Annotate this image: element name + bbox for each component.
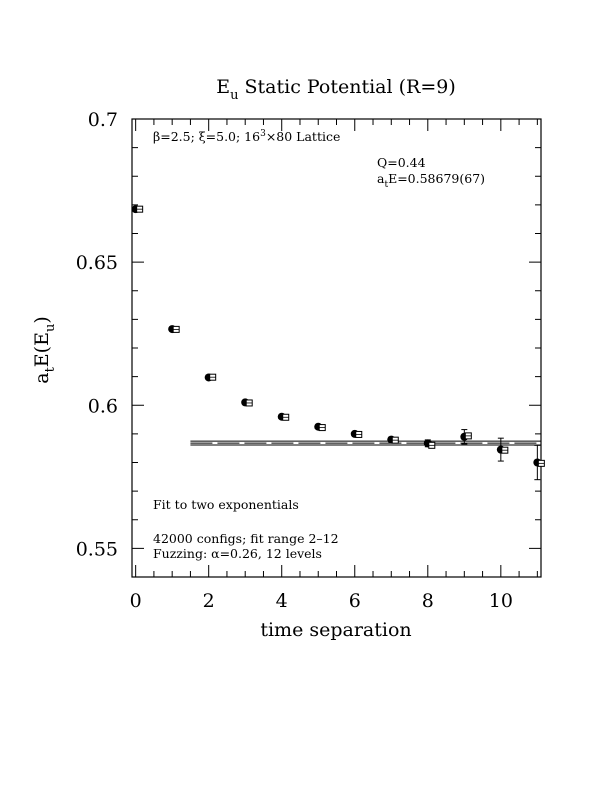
configs-annotation: 42000 configs; fit range 2–12	[153, 531, 339, 546]
x-tick-label: 0	[130, 590, 142, 612]
x-tick-label: 6	[349, 590, 361, 612]
x-tick-label: 2	[203, 590, 215, 612]
y-tick-label: 0.65	[76, 252, 118, 274]
y-tick-label: 0.7	[88, 109, 118, 131]
fit-description: Fit to two exponentials	[153, 497, 299, 512]
fuzzing-annotation: Fuzzing: α=0.26, 12 levels	[153, 546, 322, 561]
fit-band	[190, 440, 541, 446]
data-marks	[131, 205, 545, 481]
chart-title: Eu Static Potential (R=9)	[216, 76, 456, 103]
y-tick-label: 0.55	[76, 538, 118, 560]
y-axis-label: atE(Eu)	[31, 316, 58, 384]
y-tick-label: 0.6	[88, 395, 118, 417]
q-annotation: Q=0.44	[377, 155, 426, 170]
axis-tick-labels: 0 2 4 6 8 10 0.55 0.6 0.65 0.7	[76, 109, 513, 612]
x-axis-label: time separation	[260, 619, 411, 641]
lattice-annotation: β=2.5; ξ=5.0; 163×80 Lattice	[153, 129, 340, 144]
x-tick-label: 4	[276, 590, 288, 612]
axis-ticks	[132, 118, 541, 578]
energy-annotation: atE=0.58679(67)	[377, 171, 485, 190]
x-tick-label: 10	[489, 590, 513, 612]
x-tick-label: 8	[422, 590, 434, 612]
